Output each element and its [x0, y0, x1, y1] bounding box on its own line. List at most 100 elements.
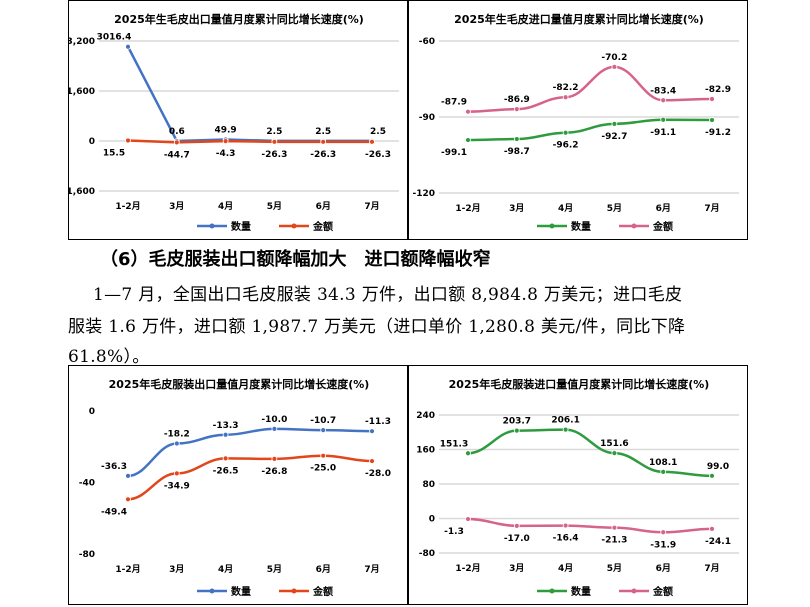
x-tick-label: 3月 [509, 203, 524, 214]
y-tick-label: 0 [89, 137, 95, 147]
data-point [465, 450, 471, 457]
y-tick-label: -80 [79, 550, 95, 560]
data-point [513, 427, 520, 434]
x-tick-label: 1-2月 [115, 201, 140, 212]
chart-svg: 2025年毛皮服装出口量值月度累计同比增长速度(%) -80 -40 0 1-2月 3月 4… [79, 377, 391, 598]
data-label: 2.5 [370, 127, 386, 137]
data-point [173, 470, 180, 477]
data-label: 2.5 [266, 127, 282, 137]
data-label: 206.1 [551, 416, 579, 426]
data-point [271, 425, 278, 432]
chart-fur-garment-import: 2025年毛皮服装进口量值月度累计同比增长速度(%) -80 0 80 160 240 1-… [408, 365, 748, 605]
data-point [660, 468, 667, 475]
x-tick-label: 3月 [169, 564, 184, 575]
data-point [513, 522, 520, 529]
x-tick-label: 7月 [364, 564, 379, 575]
y-tick-label: -60 [419, 37, 435, 47]
data-label: -28.0 [365, 469, 391, 479]
x-tick-label: 6月 [656, 563, 671, 574]
data-point [465, 516, 471, 522]
data-label: -26.3 [261, 150, 287, 160]
x-tick-label: 7月 [704, 563, 719, 574]
data-label: -82.9 [705, 85, 731, 95]
data-label: -44.7 [164, 150, 190, 160]
data-label: -24.1 [705, 537, 731, 547]
y-tick-label: -120 [412, 189, 435, 199]
x-tick-label: 6月 [316, 564, 331, 575]
data-label: -17.0 [504, 534, 530, 544]
chart-svg: 2025年毛皮服装进口量值月度累计同比增长速度(%) -80 0 80 160 240 1-… [416, 377, 739, 598]
data-label: 0.6 [169, 127, 185, 137]
data-label: -26.5 [213, 466, 239, 476]
y-tick-label: 160 [416, 446, 435, 456]
x-tick-label: 1-2月 [115, 564, 140, 575]
data-label: -86.9 [504, 95, 530, 105]
data-label: -11.3 [365, 417, 391, 427]
data-point [369, 428, 375, 435]
legend-marker [291, 223, 297, 229]
x-tick-label: 5月 [607, 563, 622, 574]
data-label: -25.0 [310, 464, 336, 474]
y-tick-label: -40 [79, 479, 95, 489]
chart-svg: 2025年生毛皮进口量值月度累计同比增长速度(%) -120 -90 -60 1-2月 3… [412, 12, 739, 233]
data-label: 151.6 [600, 439, 628, 449]
series-line-1 [127, 139, 372, 144]
data-label: 99.0 [707, 462, 729, 472]
data-label: -26.8 [261, 467, 287, 477]
y-tick-label: 1,600 [69, 87, 95, 97]
series-line-0 [467, 118, 713, 142]
data-point [369, 138, 375, 145]
x-tick-label: 7月 [704, 203, 719, 214]
data-point [320, 452, 327, 459]
x-tick-label: 4月 [558, 203, 573, 214]
data-label: 151.3 [440, 439, 468, 449]
chart-svg: 2025年生毛皮出口量值月度累计同比增长速度(%) -1,600 0 1,600 3,2… [69, 12, 399, 233]
chart-raw-fur-import: 2025年生毛皮进口量值月度累计同比增长速度(%) -120 -90 -60 1-2月 3… [408, 0, 748, 240]
data-point [513, 136, 520, 142]
x-tick-label: 4月 [218, 201, 233, 212]
x-tick-label: 1-2月 [455, 203, 480, 214]
data-label: 49.9 [214, 125, 236, 135]
data-point [562, 426, 569, 433]
data-label: 108.1 [649, 458, 677, 468]
x-tick-label: 5月 [267, 564, 282, 575]
data-point [709, 96, 715, 102]
legend-label: 金额 [312, 585, 333, 598]
data-point [125, 496, 131, 503]
data-label: -70.2 [601, 53, 627, 63]
legend-label: 金额 [652, 585, 673, 598]
data-label: -91.2 [705, 128, 731, 138]
legend-label: 金额 [312, 220, 333, 233]
legend-label: 数量 [231, 220, 251, 233]
data-point [660, 97, 667, 104]
series-line-1 [127, 454, 373, 501]
data-point [125, 43, 131, 50]
legend-label: 数量 [231, 585, 251, 598]
data-label: -10.7 [310, 416, 336, 426]
data-point [709, 525, 715, 532]
data-label: 2.5 [315, 127, 331, 137]
legend-marker [549, 588, 555, 594]
data-label: -13.3 [213, 421, 239, 431]
y-tick-label: 3,200 [69, 37, 95, 47]
data-label: -92.7 [601, 132, 627, 142]
data-point [562, 129, 569, 136]
legend-marker [549, 223, 555, 229]
data-point [660, 116, 667, 123]
data-point [562, 522, 569, 529]
x-tick-label: 6月 [656, 203, 671, 214]
data-point [465, 137, 471, 143]
data-label: -21.3 [601, 536, 627, 546]
data-point [709, 472, 715, 479]
series-line-0 [467, 428, 713, 478]
data-point [271, 456, 278, 462]
data-point [222, 431, 229, 438]
data-label: -34.9 [164, 481, 190, 491]
x-tick-label: 7月 [364, 201, 379, 212]
data-point [465, 108, 471, 115]
data-point [320, 427, 327, 434]
data-point [125, 137, 131, 144]
data-label: -87.9 [441, 98, 467, 108]
paragraph-line: 61.8%）。 [68, 347, 150, 367]
y-tick-label: 240 [416, 411, 435, 421]
